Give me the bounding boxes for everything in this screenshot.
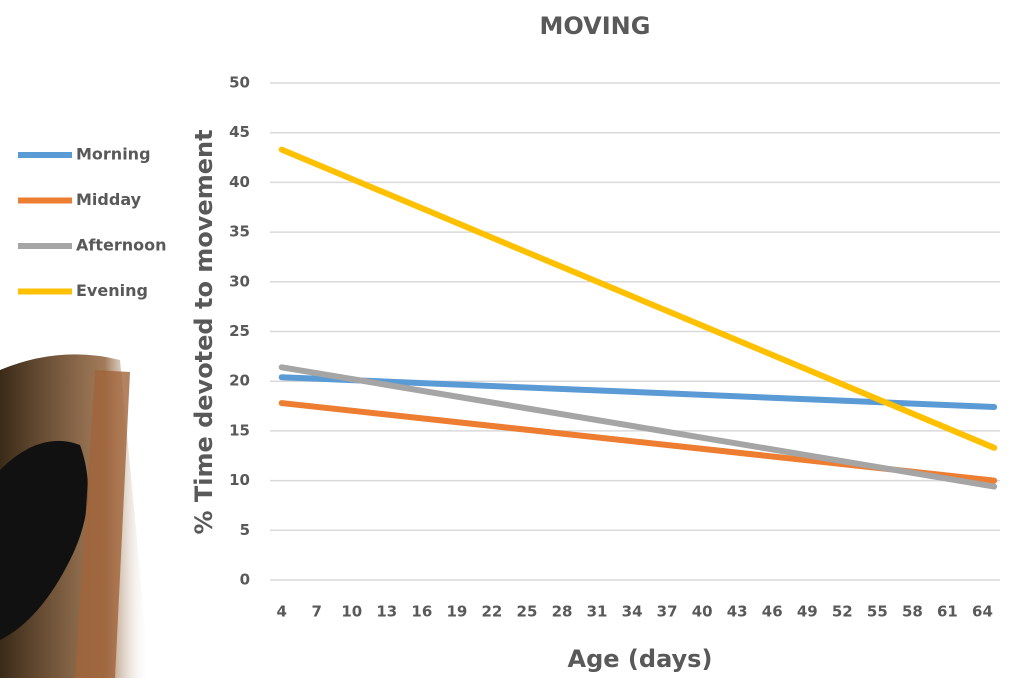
x-tick-label: 37 [657,603,678,621]
legend-label: Morning [76,145,151,164]
x-tick-label: 55 [867,603,888,621]
x-tick-label: 40 [692,603,713,621]
x-tick-label: 10 [341,603,362,621]
x-tick-label: 52 [832,603,853,621]
x-tick-label: 25 [517,603,538,621]
y-tick-label: 30 [229,272,250,290]
x-tick-label: 43 [727,603,748,621]
x-axis-label: Age (days) [568,645,713,673]
photo [0,354,150,678]
x-tick-label: 19 [446,603,467,621]
chart: MOVING Age (days) % Time devoted to move… [0,0,1012,678]
y-tick-label: 5 [240,521,250,539]
y-tick-label: 40 [229,173,250,191]
y-tick-label: 25 [229,322,250,340]
legend-label: Midday [76,190,142,209]
x-tick-label: 13 [376,603,397,621]
y-tick-label: 20 [229,372,250,390]
x-tick-label: 28 [552,603,573,621]
x-tick-label: 49 [797,603,818,621]
x-tick-label: 34 [622,603,643,621]
y-tick-label: 0 [240,571,250,589]
x-tick-label: 16 [411,603,432,621]
line [282,150,994,448]
chart-title: MOVING [540,12,651,40]
legend-label: Afternoon [76,236,167,255]
y-tick-label: 10 [229,471,250,489]
y-axis-label: % Time devoted to movement [190,129,218,534]
y-tick-label: 15 [229,421,250,439]
y-tick-label: 35 [229,223,250,241]
x-tick-label: 31 [587,603,608,621]
x-tick-label: 64 [972,603,993,621]
x-tick-label: 4 [276,603,286,621]
x-tick-label: 46 [762,603,783,621]
y-tick-label: 50 [229,74,250,92]
y-tick-label: 45 [229,123,250,141]
legend-label: Evening [76,281,148,300]
x-tick-label: 61 [937,603,958,621]
line [282,367,994,486]
x-tick-label: 7 [312,603,322,621]
x-tick-label: 22 [481,603,502,621]
x-tick-label: 58 [902,603,923,621]
